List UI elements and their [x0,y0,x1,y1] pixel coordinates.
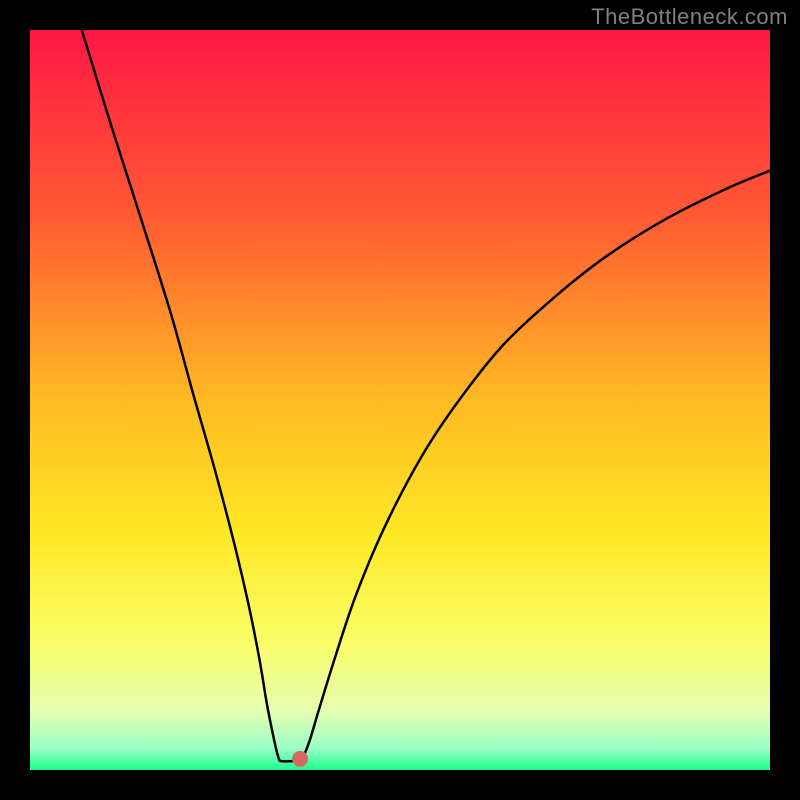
bottleneck-chart [0,0,800,800]
chart-container: TheBottleneck.com [0,0,800,800]
optimal-point-marker [292,751,308,767]
heat-gradient-area [30,30,770,770]
